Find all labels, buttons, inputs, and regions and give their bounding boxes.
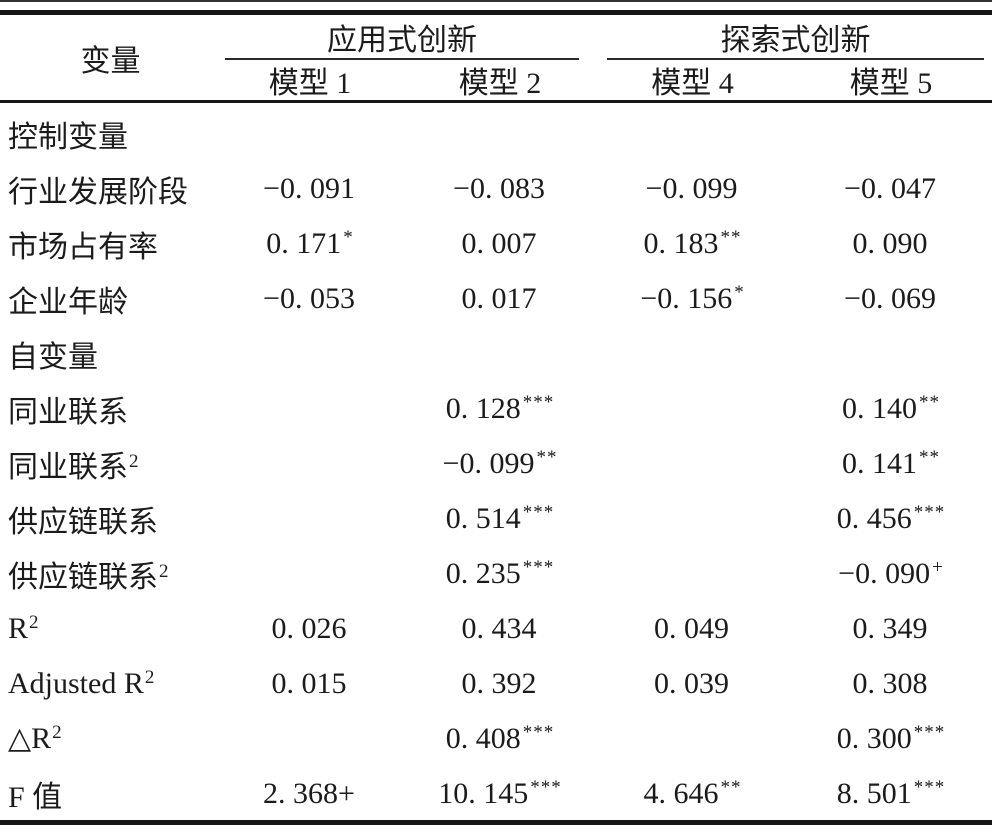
- cell-value: [595, 392, 790, 426]
- table-row-market-share: 市场占有率 0. 171 * 0. 007 0. 183 ** 0. 090: [0, 216, 992, 271]
- cell-value: 0. 514 ***: [445, 501, 555, 535]
- row-label: 企业年龄: [8, 285, 128, 319]
- cell-value: [405, 117, 595, 151]
- cell-value: 0. 026: [271, 611, 347, 645]
- model-4-header: 模型 4: [651, 67, 734, 100]
- group-header-applied-innovation: 应用式创新: [225, 15, 579, 60]
- cell-value: 8. 501 ***: [836, 776, 946, 810]
- cell-value: 4. 646 **: [643, 776, 742, 810]
- table-row-supply-chain-ties-squared: 供应链联系2 0. 235 *** −0. 090 +: [0, 546, 992, 601]
- cell-value: 0. 141 **: [842, 446, 940, 480]
- cell-value: [595, 337, 790, 371]
- cell-value: [215, 392, 405, 426]
- cell-value: [215, 722, 405, 756]
- cell-value: [215, 502, 405, 536]
- table-row-r-squared: R2 0. 026 0. 434 0. 049 0. 349: [0, 601, 992, 656]
- header-rule: [0, 100, 992, 103]
- bottom-rule: [0, 820, 992, 825]
- cell-value: −0. 053: [263, 281, 355, 315]
- cell-value: −0. 069: [844, 281, 936, 315]
- row-label: 同业联系: [8, 395, 128, 429]
- table-row-supply-chain-ties: 供应链联系 0. 514 *** 0. 456 ***: [0, 491, 992, 546]
- cell-value: [405, 337, 595, 371]
- row-label: 同业联系2: [8, 450, 139, 484]
- table-row-peer-ties: 同业联系 0. 128 *** 0. 140 **: [0, 381, 992, 436]
- cell-value: 0. 392: [461, 666, 537, 700]
- top-rule: [0, 10, 992, 15]
- cell-value: 0. 049: [654, 611, 729, 645]
- cell-value: 0. 300 ***: [836, 721, 946, 755]
- cell-value: 0. 349: [852, 611, 928, 645]
- row-label: △R2: [8, 722, 62, 755]
- cell-value: −0. 099 **: [442, 446, 558, 480]
- cell-value: [215, 117, 405, 151]
- table-row-industry-stage: 行业发展阶段 −0. 091 −0. 083 −0. 099 −0. 047: [0, 161, 992, 216]
- cell-value: −0. 083: [453, 171, 545, 205]
- cell-value: 0. 140 **: [842, 391, 940, 425]
- cell-value: 10. 145 ***: [438, 776, 562, 810]
- row-label: 行业发展阶段: [8, 175, 188, 209]
- table-row-control-vars-section: 控制变量: [0, 106, 992, 161]
- cell-value: 0. 171 *: [266, 226, 354, 260]
- cell-value: −0. 090 +: [838, 556, 944, 590]
- row-label: F 值: [8, 780, 63, 814]
- row-label: Adjusted R2: [8, 666, 155, 700]
- table-row-peer-ties-squared: 同业联系2 −0. 099 ** 0. 141 **: [0, 436, 992, 491]
- model-5-header: 模型 5: [849, 67, 933, 100]
- group-header-exploratory-innovation: 探索式创新: [607, 15, 984, 60]
- row-label: 市场占有率: [8, 230, 158, 264]
- model-1-header: 模型 1: [268, 67, 352, 100]
- table-row-delta-r-squared: △R2 0. 408 *** 0. 300 ***: [0, 711, 992, 766]
- table-row-independent-vars-section: 自变量: [0, 326, 992, 381]
- cell-value: [215, 557, 405, 591]
- cell-value: 0. 408 ***: [445, 721, 555, 755]
- cell-value: −0. 156 *: [640, 281, 745, 315]
- cell-value: 0. 235 ***: [445, 556, 555, 590]
- cell-value: 0. 007: [461, 226, 537, 260]
- row-label: 自变量: [8, 340, 98, 374]
- cell-value: [215, 447, 405, 481]
- cell-value: 0. 128 ***: [445, 391, 555, 425]
- cell-value: [790, 337, 992, 371]
- cell-value: −0. 047: [844, 171, 936, 205]
- cell-value: 0. 434: [461, 611, 537, 645]
- table-header: 变量 应用式创新 探索式创新 模型 1 模型 2 模型 4 模型 5: [0, 15, 992, 100]
- cell-value: 0. 183 **: [643, 226, 742, 260]
- cell-value: 0. 017: [461, 281, 537, 315]
- cell-value: 2. 368+: [263, 776, 355, 810]
- cell-value: [595, 502, 790, 536]
- model-2-header: 模型 2: [458, 67, 542, 100]
- cell-value: −0. 099: [645, 171, 738, 205]
- cell-value: −0. 091: [263, 171, 355, 205]
- row-label: R2: [8, 611, 39, 645]
- table-row-firm-age: 企业年龄 −0. 053 0. 017 −0. 156 * −0. 069: [0, 271, 992, 326]
- cell-value: [215, 337, 405, 371]
- cell-value: [595, 557, 790, 591]
- cell-value: [595, 447, 790, 481]
- cell-value: [595, 117, 790, 151]
- row-label: 供应链联系: [8, 505, 158, 539]
- table-row-adjusted-r-squared: Adjusted R2 0. 015 0. 392 0. 039 0. 308: [0, 656, 992, 711]
- table-row-f-value: F 值 2. 368+ 10. 145 *** 4. 646 ** 8. 501 **…: [0, 766, 992, 821]
- cell-value: [595, 722, 790, 756]
- cell-value: 0. 015: [271, 666, 347, 700]
- cell-value: 0. 090: [852, 226, 928, 260]
- cell-value: 0. 308: [852, 666, 928, 700]
- top-thin-rule: [0, 0, 992, 2]
- cell-value: [790, 117, 992, 151]
- variable-column-header: 变量: [80, 44, 141, 78]
- cell-value: 0. 456 ***: [836, 501, 946, 535]
- row-label: 供应链联系2: [8, 560, 169, 594]
- cell-value: 0. 039: [654, 666, 729, 700]
- table-body: 控制变量 行业发展阶段 −0. 091 −0. 083 −0. 099 −0. …: [0, 106, 992, 821]
- row-label: 控制变量: [8, 120, 128, 154]
